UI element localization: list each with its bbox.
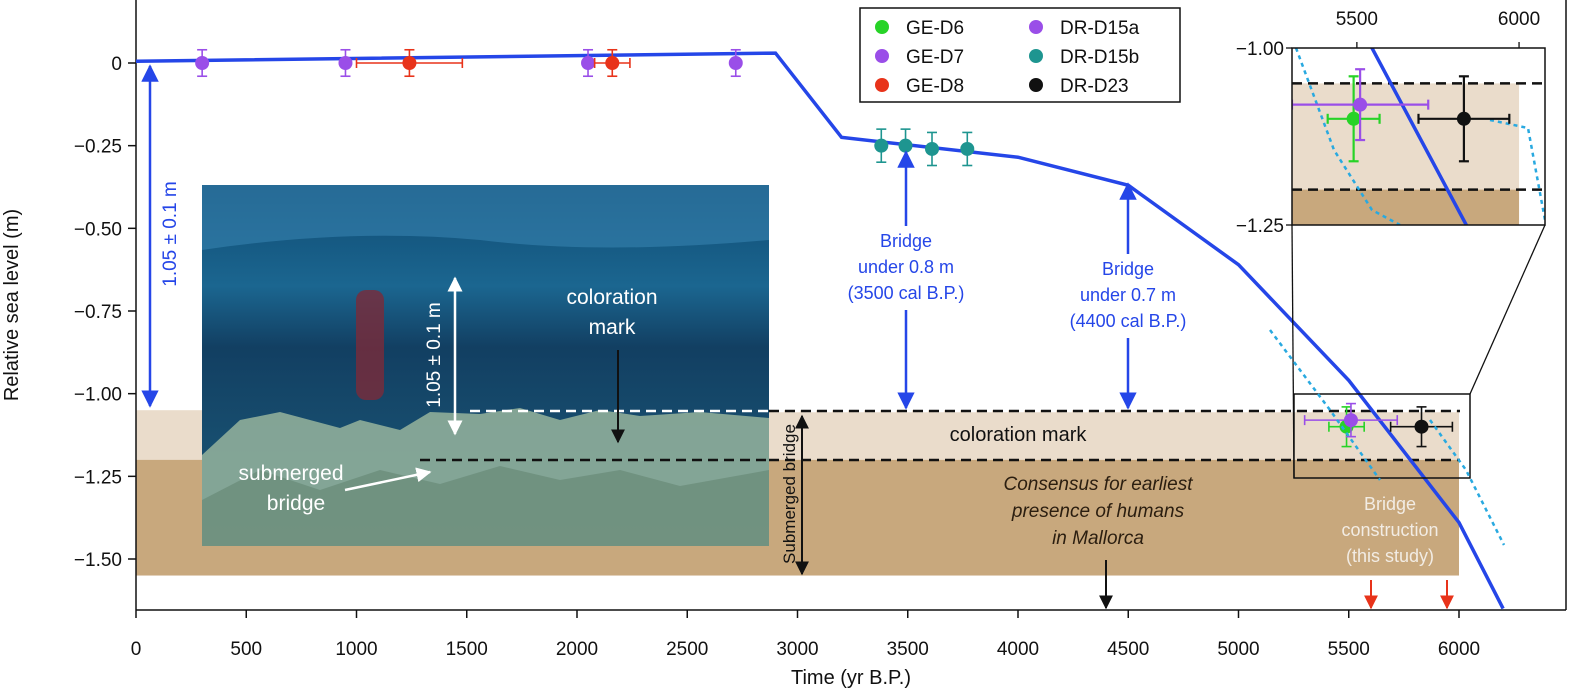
photo-bridge-arrow [344,467,432,492]
main-data-points [195,48,1454,448]
legend-label: DR-D23 [1060,76,1129,97]
bridge-3500-line3: (3500 cal B.P.) [848,283,965,303]
y-tick-label: −1.50 [74,550,122,571]
legend-marker-dr-d23 [1029,78,1043,92]
inset-envelope-left [1294,48,1401,225]
point-dr-d15b [925,141,940,156]
x-tick-label: 1500 [446,639,488,660]
x-tick-label: 1000 [335,639,377,660]
point-dr-d15a [1353,97,1368,112]
legend-box [859,7,1181,103]
y-tick-label: −0.75 [74,302,122,323]
photo-coloration-label-line1: coloration [566,286,657,309]
inset-plot: 5500 6000 −1.00 −1.25 [1236,9,1546,237]
y-tick-label: −1.25 [74,467,122,488]
legend-items: GE-D6 GE-D7 GE-D8 DR-D15a DR-D15b DR-D23 [875,18,1140,97]
point-dr-d15a [1343,413,1358,428]
point-ge-d7 [728,56,743,70]
envelope-dotted-left [1269,329,1382,481]
point-ge-d8 [402,56,417,70]
x-tick-label: 5000 [1217,639,1259,660]
point-dr-d15b [874,138,889,153]
construction-line1: Bridge [1364,494,1416,514]
point-dr-d23 [1414,419,1429,434]
legend-marker-dr-d15b [1029,49,1043,63]
legend-marker-ge-d6 [875,20,889,34]
inset-ticks: 5500 6000 −1.00 −1.25 [1236,9,1540,237]
coloration-mark-band-label: coloration mark [950,424,1088,446]
legend-label: GE-D8 [906,76,964,97]
inset-frame [1291,47,1546,226]
point-dr-d23 [1456,111,1471,126]
inset-band-coloration [1292,83,1520,190]
point-dr-d15b [960,141,975,156]
legend-label: GE-D7 [906,47,964,68]
y-tick-label: 0 [111,54,122,75]
bridge-4400-line3: (4400 cal B.P.) [1070,311,1187,331]
zoom-connector-left [1291,224,1295,479]
submerged-bridge-label: Submerged bridge [780,424,799,564]
x-tick-label: 500 [230,639,262,660]
y-tick-label: −1.00 [74,385,122,406]
point-ge-d7 [338,56,353,70]
y-tick-label: −0.50 [74,219,122,240]
point-ge-d8 [605,56,620,70]
x-tick-label: 4500 [1107,639,1149,660]
legend: GE-D6 GE-D7 GE-D8 DR-D15a DR-D15b DR-D23 [859,7,1181,103]
x-tick-label: 2000 [556,639,598,660]
point-ge-d7 [195,56,210,70]
inset-data-points [1292,68,1511,163]
point-dr-d15b [898,138,913,153]
bridge-4400-line1: Bridge [1102,259,1154,279]
legend-marker-dr-d15a [1029,20,1043,34]
point-ge-d7 [581,56,596,70]
point-ge-d6 [1346,111,1361,126]
cave-photo-surface [202,185,769,250]
construction-line2: construction [1341,520,1438,540]
bridge-3500-line1: Bridge [880,231,932,251]
legend-label: DR-D15a [1060,18,1140,39]
construction-line3: (this study) [1346,546,1434,566]
cave-photo-diver [356,290,384,400]
inset-y-tick-label: −1.25 [1236,216,1284,237]
x-tick-label: 3000 [776,639,818,660]
zoom-connector-right [1469,224,1546,395]
x-tick-label: 3500 [887,639,929,660]
y-tick-label: −0.25 [74,137,122,158]
y-ticks: 0 −0.25 −0.50 −0.75 −1.00 −1.25 −1.50 [74,54,136,571]
inset-sea-level-curve [1369,48,1469,225]
x-axis-label: Time (yr B.P.) [791,667,911,689]
legend-label: DR-D15b [1060,47,1139,68]
x-tick-label: 5500 [1328,639,1370,660]
legend-marker-ge-d7 [875,49,889,63]
inset-x-tick-label: 5500 [1336,9,1378,30]
humans-line2: presence of humans [1011,501,1185,522]
x-ticks: 0 500 1000 1500 2000 2500 3000 3500 4000 4500 5000… [131,610,1480,660]
inset-bands [1292,82,1545,225]
photo-bridge-label-line1: submerged [238,462,343,485]
cave-photo-rocks-shade [202,466,769,546]
photo-coloration-label-line2: mark [589,316,636,339]
inset-x-tick-label: 6000 [1498,9,1540,30]
photo-depth-label: 1.05 ± 0.1 m [424,302,445,407]
inset-band-bridge [1292,189,1520,225]
inset-y-tick-label: −1.00 [1236,39,1284,60]
x-tick-label: 6000 [1438,639,1480,660]
legend-label: GE-D6 [906,18,964,39]
x-tick-label: 4000 [997,639,1039,660]
x-tick-label: 2500 [666,639,708,660]
bridge-3500-line2: under 0.8 m [858,257,954,277]
bridge-4400-line2: under 0.7 m [1080,285,1176,305]
y-axis-label: Relative sea level (m) [1,209,23,401]
bridge-3500-label-bg [826,226,986,310]
humans-line3: in Mallorca [1052,528,1144,549]
cave-photo [202,185,769,546]
humans-line1: Consensus for earliest [1003,474,1193,495]
bridge-4400-label-bg [1050,254,1210,338]
photo-bridge-label-line2: bridge [267,492,325,515]
x-tick-label: 0 [131,639,142,660]
left-depth-label: 1.05 ± 0.1 m [160,181,181,286]
legend-marker-ge-d8 [875,78,889,92]
